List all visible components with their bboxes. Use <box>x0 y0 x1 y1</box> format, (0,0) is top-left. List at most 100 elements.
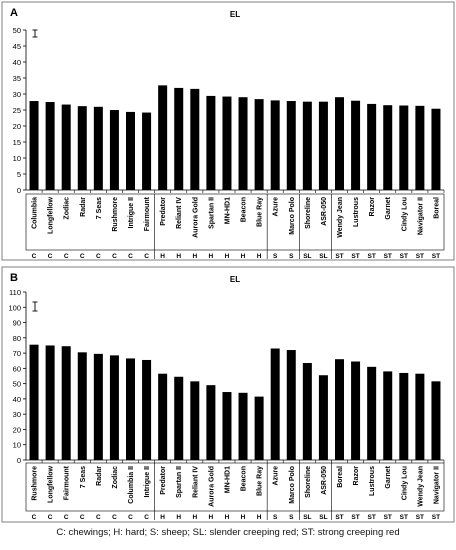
y-tick-label: 40 <box>13 58 21 67</box>
group-label: S <box>273 514 278 521</box>
y-tick-label: 0 <box>17 186 21 195</box>
category-label: Columbia <box>32 197 39 229</box>
category-label: Intrigue II <box>128 197 135 229</box>
category-label: Lustrous <box>369 466 376 496</box>
category-label: Azure <box>273 197 280 217</box>
bar <box>222 392 232 460</box>
category-label: Shoreline <box>305 466 312 498</box>
y-tick-label: 110 <box>9 288 21 297</box>
group-label: C <box>64 253 69 260</box>
group-label: H <box>241 253 246 260</box>
group-label: C <box>48 514 53 521</box>
chart-title: EL <box>230 275 240 284</box>
bar <box>383 105 393 190</box>
category-label: Navigator II <box>417 197 424 235</box>
chart-title: EL <box>230 10 240 19</box>
bar <box>431 381 441 460</box>
category-label: Intrigue II <box>144 466 151 498</box>
group-label: H <box>209 514 214 521</box>
y-tick-label: 25 <box>13 106 21 115</box>
group-label: ST <box>432 514 440 521</box>
category-label: Marco Polo <box>289 197 296 235</box>
group-label: H <box>160 514 165 521</box>
bar <box>93 106 103 190</box>
category-label: Boreal <box>433 197 440 219</box>
category-label: ASR-050 <box>321 466 328 495</box>
bar <box>383 371 393 460</box>
bar <box>206 385 216 460</box>
group-label: ST <box>416 514 424 521</box>
group-label: H <box>257 514 262 521</box>
bar <box>142 359 152 460</box>
group-label: S <box>273 253 278 260</box>
category-label: Longfellow <box>48 196 55 233</box>
category-label: MN-HD1 <box>224 466 231 493</box>
category-label: Wendy Jean <box>337 197 344 238</box>
y-tick-label: 70 <box>13 349 21 358</box>
bar <box>61 104 71 190</box>
bar <box>190 381 200 460</box>
category-label: Radar <box>80 197 87 217</box>
bar <box>45 345 55 460</box>
y-tick-label: 50 <box>13 26 21 35</box>
group-label: ST <box>384 514 392 521</box>
y-tick-label: 0 <box>17 456 21 465</box>
category-label: Aurora Gold <box>208 466 215 507</box>
bar <box>367 103 377 190</box>
category-label: Reliant IV <box>192 466 199 498</box>
group-label: C <box>32 514 37 521</box>
bar <box>318 101 328 190</box>
bar <box>222 96 232 190</box>
group-label: C <box>128 514 133 521</box>
y-tick-label: 40 <box>13 395 21 404</box>
category-label: Columbia II <box>128 466 135 504</box>
group-label: H <box>241 514 246 521</box>
category-label: Radar <box>96 466 103 486</box>
category-label: Zodiac <box>112 466 119 489</box>
panel-label: B <box>10 272 18 284</box>
category-label: Garnet <box>385 196 392 219</box>
category-label: Boreal <box>337 466 344 488</box>
category-label: Razor <box>369 197 376 217</box>
bar <box>431 108 441 190</box>
group-label: ST <box>335 514 343 521</box>
group-label: S <box>289 253 294 260</box>
group-label: ST <box>384 253 392 260</box>
bar <box>158 373 168 460</box>
category-label: Rushmore <box>112 197 119 232</box>
y-tick-label: 90 <box>13 319 21 328</box>
category-label: Azure <box>273 466 280 486</box>
bar <box>238 392 248 460</box>
bar <box>254 99 264 190</box>
group-label: ST <box>400 514 408 521</box>
group-label: ST <box>367 253 375 260</box>
group-label: H <box>192 514 197 521</box>
bar <box>286 101 296 190</box>
group-label: H <box>225 253 230 260</box>
bar <box>77 352 87 460</box>
group-label: SL <box>303 514 311 521</box>
bar <box>142 112 152 190</box>
y-tick-label: 20 <box>13 122 21 131</box>
bar <box>254 396 264 460</box>
category-label: Navigator II <box>433 466 440 504</box>
category-label: Spartan II <box>176 466 183 498</box>
chart-panel-a: A EL 0 5 10 15 20 25 30 35 40 45 50 Columbia C Longfell… <box>1 1 455 261</box>
group-label: H <box>257 253 262 260</box>
bar <box>93 353 103 460</box>
bar <box>334 97 345 190</box>
bar <box>125 111 136 190</box>
panel-border <box>1 1 455 261</box>
group-label: H <box>192 253 197 260</box>
group-label: H <box>176 514 181 521</box>
group-label: C <box>128 253 133 260</box>
bar <box>125 358 136 460</box>
y-tick-label: 100 <box>8 303 21 312</box>
group-label: H <box>160 253 165 260</box>
category-label: Cindy Lou <box>401 466 408 500</box>
bar <box>77 106 87 190</box>
group-label: H <box>225 514 230 521</box>
y-tick-label: 10 <box>13 441 21 450</box>
group-label: ST <box>367 514 375 521</box>
